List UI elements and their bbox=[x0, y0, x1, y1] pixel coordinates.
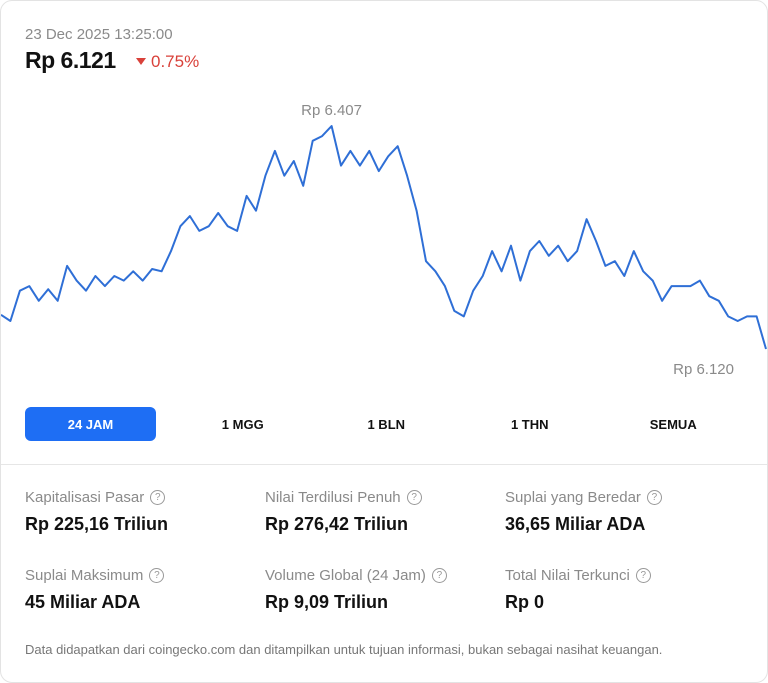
max-label: Rp 6.407 bbox=[301, 102, 362, 119]
stat-value: 36,65 Miliar ADA bbox=[505, 514, 646, 534]
price: Rp 6.121 bbox=[25, 47, 116, 73]
stat: Suplai yang Beredar? 36,65 Miliar ADA bbox=[505, 489, 735, 535]
range-tab[interactable]: 1 MGG bbox=[221, 416, 264, 432]
stat-value: Rp 276,42 Triliun bbox=[265, 514, 409, 534]
range-tab[interactable]: 1 THN bbox=[510, 416, 549, 432]
range-tab[interactable]: 1 BLN bbox=[367, 416, 406, 432]
down-arrow bbox=[136, 58, 146, 65]
help-icon[interactable]: ? bbox=[646, 490, 662, 505]
stat-value: 45 Miliar ADA bbox=[25, 592, 141, 612]
stat: Nilai Terdilusi Penuh? Rp 276,42 Triliun bbox=[265, 489, 495, 535]
stat-label: Total Nilai Terkunci bbox=[505, 567, 630, 584]
stat-label-row: Suplai Maksimum? bbox=[25, 567, 255, 584]
stat-label-row: Nilai Terdilusi Penuh? bbox=[265, 489, 495, 506]
price-line bbox=[1, 125, 767, 350]
footer: Data didapatkan dari coingecko.com dan d… bbox=[25, 642, 663, 657]
stat-label: Volume Global (24 Jam) bbox=[265, 567, 426, 584]
stat-label-row: Suplai yang Beredar? bbox=[505, 489, 735, 506]
range-tabs: 24 JAM 1 MGG 1 BLN 1 THN SEMUA bbox=[25, 407, 745, 441]
stat-label: Nilai Terdilusi Penuh bbox=[265, 489, 401, 506]
stat-value: Rp 0 bbox=[505, 592, 545, 612]
stat-label-row: Total Nilai Terkunci? bbox=[505, 567, 735, 584]
help-icon[interactable]: ? bbox=[406, 490, 422, 505]
stat-label-row: Volume Global (24 Jam)? bbox=[265, 567, 495, 584]
stat-label: Suplai Maksimum bbox=[25, 567, 144, 584]
stat: Total Nilai Terkunci? Rp 0 bbox=[505, 567, 735, 613]
help-icon[interactable]: ? bbox=[431, 568, 447, 583]
help-icon[interactable]: ? bbox=[150, 490, 166, 505]
stat-label: Suplai yang Beredar bbox=[505, 489, 641, 506]
range-tab[interactable]: SEMUA bbox=[649, 416, 697, 432]
stat: Kapitalisasi Pasar? Rp 225,16 Triliun bbox=[25, 489, 255, 535]
stat-value: Rp 9,09 Triliun bbox=[265, 592, 389, 612]
range-tab[interactable]: 24 JAM bbox=[25, 407, 156, 441]
min-label: Rp 6.120 bbox=[673, 361, 734, 378]
help-icon[interactable]: ? bbox=[149, 568, 165, 583]
price-chart: Rp 6.407 Rp 6.120 bbox=[1, 102, 767, 378]
help-icon[interactable]: ? bbox=[635, 568, 651, 583]
timestamp: 23 Dec 2025 13:25:00 bbox=[25, 26, 173, 43]
stat-value: Rp 225,16 Triliun bbox=[25, 514, 169, 534]
price-change: 0.75% bbox=[151, 52, 200, 71]
stat: Suplai Maksimum? 45 Miliar ADA bbox=[25, 567, 255, 613]
stat: Volume Global (24 Jam)? Rp 9,09 Triliun bbox=[265, 567, 495, 613]
stat-label: Kapitalisasi Pasar bbox=[25, 489, 145, 506]
divider bbox=[1, 464, 767, 465]
stat-label-row: Kapitalisasi Pasar? bbox=[25, 489, 255, 506]
